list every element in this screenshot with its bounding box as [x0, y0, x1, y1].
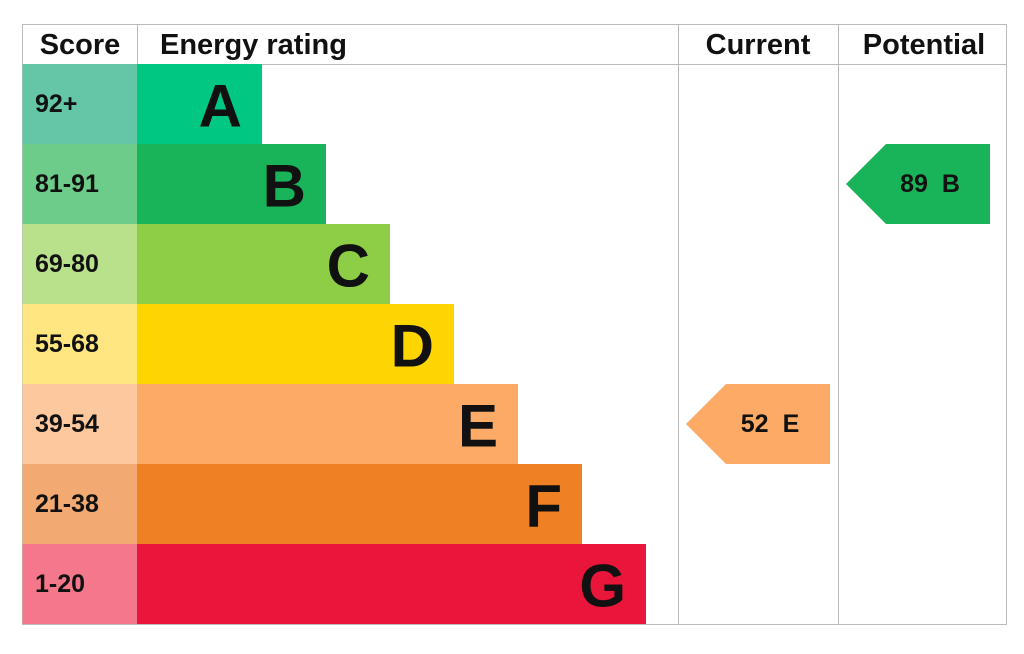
header-potential: Potential	[863, 29, 985, 61]
score-label: 39-54	[35, 410, 99, 438]
rating-bar	[137, 384, 518, 464]
header-score: Score	[40, 29, 121, 61]
band-letter: G	[579, 553, 626, 620]
score-cell	[22, 64, 137, 144]
band-letter: C	[327, 233, 370, 300]
potential-label: 89 B	[900, 170, 960, 198]
current-value: 52	[741, 410, 769, 438]
score-cell	[22, 304, 137, 384]
score-label: 92+	[35, 90, 77, 118]
band-letter: A	[199, 73, 242, 140]
score-cell	[22, 144, 137, 224]
potential-value: 89	[900, 170, 928, 198]
header-rating: Energy rating	[160, 29, 347, 61]
score-cell	[22, 544, 137, 624]
band-letter: E	[458, 393, 498, 460]
band-letter: F	[525, 473, 562, 540]
band-letter: B	[263, 153, 306, 220]
potential-arrow	[846, 144, 990, 224]
rating-bar	[137, 144, 326, 224]
rating-bar	[137, 64, 262, 144]
score-cell	[22, 384, 137, 464]
score-label: 55-68	[35, 330, 99, 358]
score-cell	[22, 464, 137, 544]
rating-bar	[137, 464, 582, 544]
header-current: Current	[706, 29, 811, 61]
current-label: 52 E	[741, 410, 800, 438]
rating-bar	[137, 224, 390, 304]
score-label: 21-38	[35, 490, 99, 518]
band-letter: D	[391, 313, 434, 380]
rating-bar	[137, 544, 646, 624]
potential-letter: B	[942, 170, 960, 198]
score-label: 69-80	[35, 250, 99, 278]
score-cell	[22, 224, 137, 304]
score-label: 1-20	[35, 570, 85, 598]
current-arrow	[686, 384, 830, 464]
current-letter: E	[783, 410, 800, 438]
score-label: 81-91	[35, 170, 99, 198]
rating-bar	[137, 304, 454, 384]
